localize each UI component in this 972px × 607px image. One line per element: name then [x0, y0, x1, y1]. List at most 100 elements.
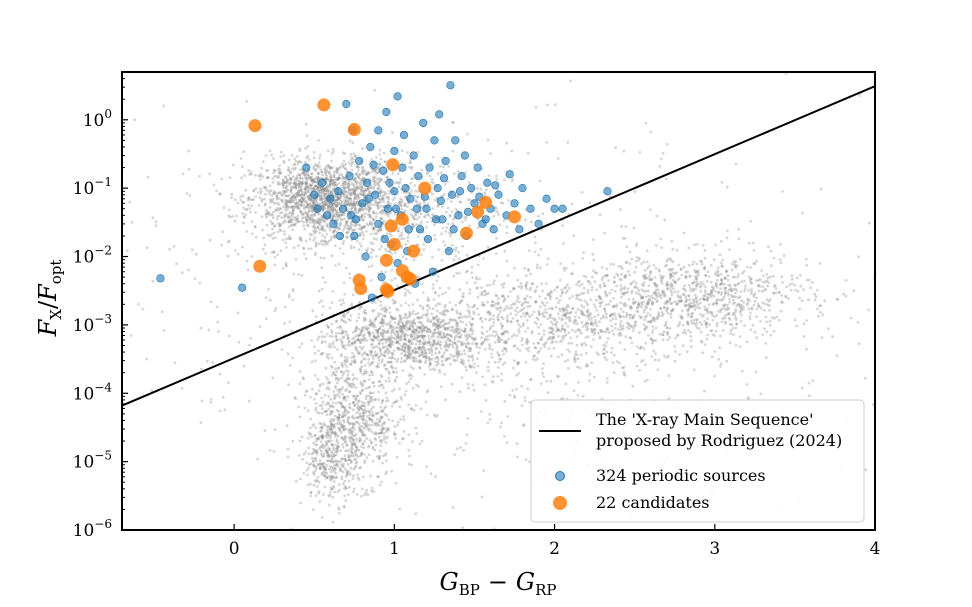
background-source-point — [479, 317, 482, 321]
background-source-point — [260, 198, 264, 201]
background-source-point — [497, 213, 500, 217]
background-source-point — [381, 337, 385, 341]
background-source-point — [347, 201, 351, 205]
background-source-point — [317, 389, 321, 393]
background-source-point — [356, 200, 359, 204]
background-source-point — [557, 316, 561, 320]
background-source-point — [524, 330, 527, 333]
background-source-point — [321, 340, 324, 343]
background-source-point — [298, 173, 302, 177]
background-source-point — [346, 185, 350, 188]
background-source-point — [666, 338, 670, 342]
background-source-point — [370, 256, 373, 259]
background-source-point — [406, 356, 409, 359]
background-source-point — [337, 167, 341, 171]
background-source-point — [488, 345, 492, 348]
background-source-point — [313, 253, 317, 257]
background-source-point — [339, 199, 343, 203]
background-source-point — [403, 209, 407, 212]
background-source-point — [285, 199, 289, 203]
background-source-point — [335, 338, 339, 342]
background-source-point — [351, 341, 354, 345]
background-source-point — [377, 457, 381, 461]
background-source-point — [387, 335, 391, 339]
background-source-point — [313, 443, 317, 447]
background-source-point — [320, 197, 323, 200]
background-source-point — [441, 292, 444, 296]
background-source-point — [357, 181, 361, 185]
background-source-point — [300, 199, 304, 203]
background-source-point — [330, 203, 334, 207]
background-source-point — [220, 243, 224, 247]
background-source-point — [402, 334, 406, 338]
background-source-point — [340, 329, 344, 332]
background-source-point — [294, 202, 298, 205]
background-source-point — [271, 216, 275, 220]
background-source-point — [333, 193, 336, 197]
background-source-point — [496, 317, 500, 321]
background-source-point — [491, 330, 495, 334]
background-source-point — [297, 191, 301, 194]
background-source-point — [458, 200, 461, 204]
background-source-point — [341, 345, 345, 348]
background-source-point — [398, 336, 402, 340]
background-source-point — [270, 194, 274, 198]
background-source-point — [319, 353, 323, 356]
background-source-point — [455, 324, 458, 328]
background-source-point — [345, 486, 348, 490]
background-source-point — [568, 297, 572, 300]
background-source-point — [288, 198, 292, 201]
background-source-point — [326, 189, 329, 193]
background-source-point — [408, 349, 412, 353]
background-source-point — [352, 474, 355, 477]
background-source-point — [387, 418, 391, 421]
background-source-point — [252, 189, 256, 193]
background-source-point — [432, 155, 435, 159]
background-source-point — [340, 162, 344, 166]
background-source-point — [289, 223, 293, 227]
background-source-point — [370, 407, 373, 411]
background-source-point — [295, 216, 298, 220]
background-source-point — [400, 357, 403, 360]
background-source-point — [453, 359, 457, 363]
background-source-point — [602, 352, 606, 355]
background-source-point — [344, 201, 348, 205]
background-source-point — [358, 186, 362, 190]
background-source-point — [433, 356, 437, 360]
background-source-point — [362, 172, 365, 176]
background-source-point — [439, 332, 442, 336]
background-source-point — [535, 266, 539, 270]
background-source-point — [297, 220, 301, 224]
background-source-point — [388, 249, 392, 253]
background-source-point — [283, 220, 286, 224]
background-source-point — [353, 487, 356, 491]
background-source-point — [351, 416, 354, 420]
background-source-point — [760, 289, 764, 293]
background-source-point — [576, 280, 580, 284]
background-source-point — [331, 166, 334, 170]
background-source-point — [323, 485, 327, 489]
background-source-point — [337, 413, 341, 416]
background-source-point — [322, 201, 325, 204]
background-source-point — [654, 244, 658, 247]
background-source-point — [384, 367, 388, 371]
background-source-point — [425, 171, 429, 174]
background-source-point — [488, 347, 491, 351]
background-source-point — [429, 346, 433, 350]
background-source-point — [341, 165, 345, 169]
background-source-point — [523, 314, 527, 318]
background-source-point — [332, 454, 336, 457]
background-source-point — [738, 345, 742, 348]
background-source-point — [374, 215, 378, 219]
background-source-point — [383, 309, 386, 313]
background-source-point — [363, 225, 366, 229]
background-source-point — [328, 413, 332, 416]
background-source-point — [610, 288, 614, 292]
background-source-point — [555, 326, 559, 330]
background-source-point — [310, 184, 313, 187]
background-source-point — [451, 222, 454, 225]
background-source-point — [276, 253, 279, 256]
background-source-point — [273, 224, 276, 228]
background-source-point — [548, 331, 551, 334]
background-source-point — [420, 220, 423, 224]
